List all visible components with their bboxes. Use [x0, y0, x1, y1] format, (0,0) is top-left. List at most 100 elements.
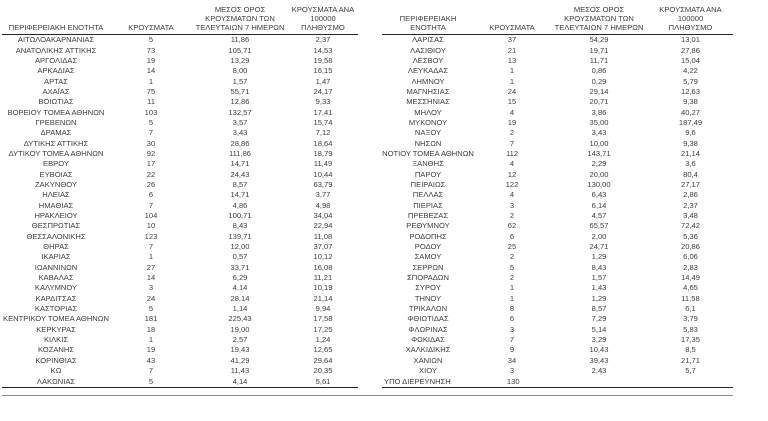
- table-row: ΣΑΜΟΥ 2 1,29 6,06: [382, 252, 733, 262]
- header-avg7-line3: ΤΕΛΕΥΤΑΙΩΝ 7 ΗΜΕΡΩΝ: [554, 23, 644, 32]
- cases-cell: 2: [509, 128, 515, 138]
- table-row: ΛΕΥΚΑΔΑΣ 1 0,86 4,22: [382, 66, 733, 76]
- avg7-cell: 12,86: [230, 97, 250, 107]
- per100k-cell: 7,12: [315, 128, 331, 138]
- header-avg7-line2: ΚΡΟΥΣΜΑΤΩΝ ΤΩΝ: [564, 14, 634, 23]
- table-row: ΧΑΛΚΙΔΙΚΗΣ 9 10,43 8,5: [382, 345, 733, 355]
- region-cell: ΒΟΡΕΙΟΥ ΤΟΜΕΑ ΑΘΗΝΩΝ: [7, 107, 105, 117]
- per100k-cell: 14,49: [680, 273, 700, 283]
- avg7-cell: 33,71: [230, 262, 250, 272]
- per100k-cell: 21,71: [680, 355, 700, 365]
- per100k-cell: 27,17: [680, 179, 700, 189]
- table-row: ΜΗΛΟΥ 4 3,86 40,27: [382, 107, 733, 117]
- region-cell: ΔΡΑΜΑΣ: [40, 128, 72, 138]
- cases-cell: 2: [509, 211, 515, 221]
- avg7-cell: 225,43: [228, 314, 252, 324]
- avg7-cell: 8,57: [232, 179, 248, 189]
- avg7-cell: 6,29: [232, 273, 248, 283]
- per100k-cell: 40,27: [680, 107, 700, 117]
- cases-cell: 22: [146, 169, 156, 179]
- avg7-cell: 130,00: [587, 179, 611, 189]
- per100k-cell: 5,7: [685, 366, 696, 376]
- region-cell: ΦΩΚΙΔΑΣ: [411, 335, 445, 345]
- table-row: ΑΧΑΪΑΣ 75 55,71 24,17: [2, 87, 358, 97]
- region-cell: ΦΛΩΡΙΝΑΣ: [408, 324, 448, 334]
- per100k-cell: 10,12: [313, 252, 333, 262]
- region-cell: ΦΘΙΩΤΙΔΑΣ: [407, 314, 449, 324]
- cases-cell: 5: [148, 117, 154, 127]
- region-cell: ΙΩΑΝΝΙΝΩΝ: [34, 262, 78, 272]
- cases-cell: 18: [146, 324, 156, 334]
- region-cell: ΠΕΙΡΑΙΩΣ: [410, 179, 446, 189]
- region-cell: ΕΥΒΟΙΑΣ: [39, 169, 73, 179]
- region-cell: ΝΑΞΟΥ: [414, 128, 442, 138]
- per100k-cell: 22,94: [313, 221, 333, 231]
- avg7-cell: 28,14: [230, 293, 250, 303]
- region-cell: ΚΙΛΚΙΣ: [43, 335, 69, 345]
- region-cell: ΚΑΣΤΟΡΙΑΣ: [34, 304, 78, 314]
- cases-cell: 13: [507, 55, 517, 65]
- per100k-cell: 4,65: [683, 283, 698, 293]
- region-cell: ΡΟΔΟΥ: [414, 242, 442, 252]
- per100k-cell: 9,38: [683, 97, 698, 107]
- table-header-left: ΠΕΡΙΦΕΡΕΙΑΚΗ ΕΝΟΤΗΤΑ ΚΡΟΥΣΜΑΤΑ ΜΕΣΟΣ ΟΡΟ…: [2, 3, 358, 35]
- avg7-cell: 41,29: [230, 355, 250, 365]
- bottom-divider-line: [2, 395, 733, 396]
- avg7-cell: 3,29: [591, 335, 607, 345]
- per100k-cell: 3,77: [315, 190, 331, 200]
- cases-cell: 24: [507, 86, 517, 96]
- table-row: ΤΡΙΚΑΛΩΝ 8 8,57 6,1: [382, 304, 733, 314]
- per100k-cell: 63,79: [313, 179, 333, 189]
- per100k-cell: 4,98: [315, 200, 331, 210]
- per100k-cell: 9,6: [685, 128, 696, 138]
- cases-cell: 2: [509, 252, 515, 262]
- cases-cell: 1: [509, 66, 515, 76]
- table-row: ΗΛΕΙΑΣ 6 14,71 3,77: [2, 190, 358, 200]
- table-row: ΒΟΙΩΤΙΑΣ 11 12,86 9,33: [2, 97, 358, 107]
- table-row: ΕΥΒΟΙΑΣ 22 24,43 10,44: [2, 169, 358, 179]
- avg7-cell: 1,57: [591, 273, 607, 283]
- header-avg7: ΜΕΣΟΣ ΟΡΟΣ ΚΡΟΥΣΜΑΤΩΝ ΤΩΝ ΤΕΛΕΥΤΑΙΩΝ 7 Η…: [192, 5, 288, 32]
- cases-cell: 43: [146, 355, 156, 365]
- table-row: ΦΩΚΙΔΑΣ 7 3,29 17,35: [382, 335, 733, 345]
- per100k-cell: 15,74: [313, 117, 333, 127]
- cases-cell: 14: [146, 66, 156, 76]
- avg7-cell: 100,71: [228, 211, 252, 221]
- per100k-cell: 5,83: [683, 324, 698, 334]
- cases-cell: 130: [506, 376, 520, 386]
- per100k-cell: 6,1: [685, 304, 696, 314]
- region-cell: ΡΕΘΥΜΝΟΥ: [406, 221, 450, 231]
- region-cell: ΜΗΛΟΥ: [414, 107, 442, 117]
- cases-cell: 30: [146, 138, 156, 148]
- avg7-cell: 0,86: [591, 66, 607, 76]
- cases-cell: 103: [144, 107, 158, 117]
- cases-cell: 8: [509, 304, 515, 314]
- region-cell: ΜΥΚΟΝΟΥ: [408, 117, 448, 127]
- region-cell: ΑΡΓΟΛΙΔΑΣ: [34, 55, 78, 65]
- cases-cell: 19: [146, 345, 156, 355]
- per100k-cell: 10,19: [313, 283, 333, 293]
- per100k-cell: 24,17: [313, 86, 333, 96]
- region-cell: ΚΑΛΥΜΝΟΥ: [34, 283, 78, 293]
- table-row: ΚΕΡΚΥΡΑΣ 18 19,00 17,25: [2, 325, 358, 335]
- header-avg7-line1: ΜΕΣΟΣ ΟΡΟΣ: [214, 5, 266, 14]
- cases-cell: 21: [507, 45, 517, 55]
- per100k-cell: 14,53: [313, 45, 333, 55]
- per100k-cell: 27,86: [680, 45, 700, 55]
- cases-cell: 37: [507, 35, 517, 45]
- region-cell: ΑΧΑΪΑΣ: [42, 86, 70, 96]
- region-cell: ΤΗΝΟΥ: [414, 293, 442, 303]
- header-cases: ΚΡΟΥΣΜΑΤΑ: [474, 23, 550, 32]
- cases-cell: 15: [507, 97, 517, 107]
- region-cell: ΠΑΡΟΥ: [414, 169, 442, 179]
- table-row: ΗΡΑΚΛΕΙΟΥ 104 100,71 34,04: [2, 211, 358, 221]
- header-per100k-line2: ΠΛΗΘΥΣΜΟ: [668, 23, 713, 32]
- per100k-cell: 5,36: [683, 231, 698, 241]
- header-region-label: ΠΕΡΙΦΕΡΕΙΑΚΗ ΕΝΟΤΗΤΑ: [8, 23, 104, 32]
- region-cell: ΘΗΡΑΣ: [43, 242, 69, 252]
- avg7-cell: 4,14: [232, 283, 248, 293]
- per100k-cell: 11,21: [313, 273, 333, 283]
- cases-cell: 122: [505, 179, 519, 189]
- avg7-cell: 132,57: [228, 107, 252, 117]
- avg7-cell: 2,57: [232, 335, 248, 345]
